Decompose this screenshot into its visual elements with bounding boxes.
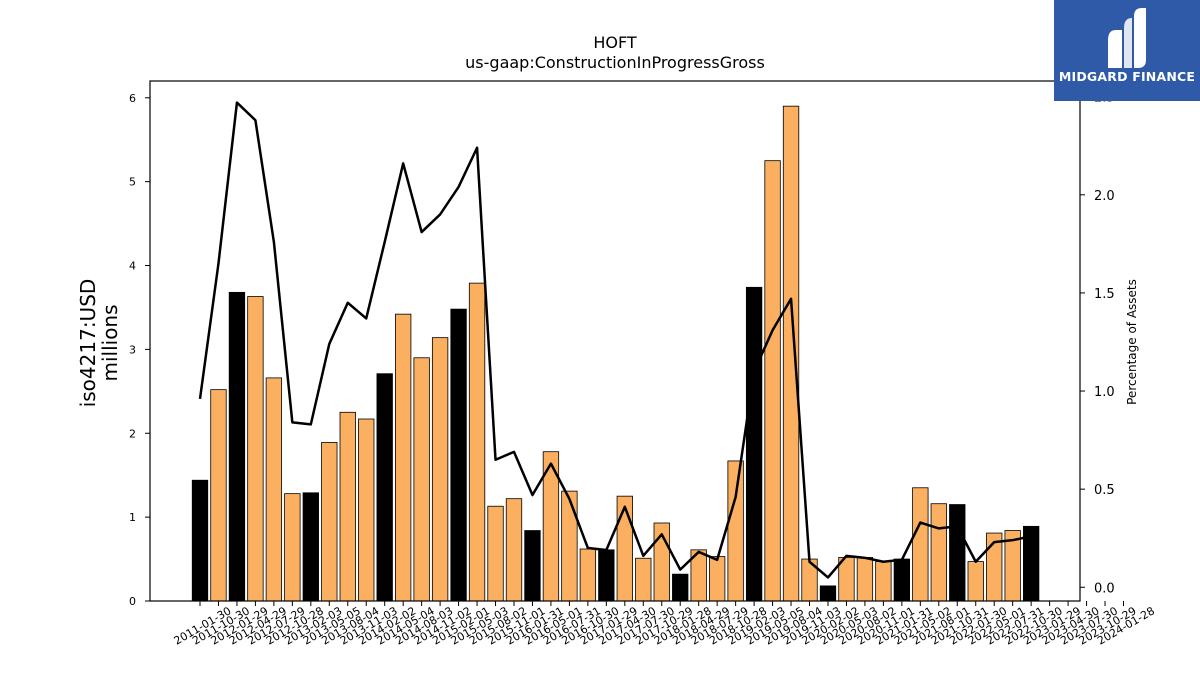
bar (709, 556, 726, 602)
pct-line-series (198, 101, 1032, 579)
chart-title: HOFT (593, 33, 637, 52)
bar (505, 498, 523, 602)
bar (616, 495, 633, 602)
y2-tick-label: 0.0 (1094, 581, 1115, 596)
y2-tick-label: 0.5 (1094, 483, 1115, 498)
y-axis-label-line: millions (98, 304, 122, 381)
x-axis: 2011-01-302011-10-302012-01-292012-04-29… (172, 601, 1157, 648)
bar (912, 487, 929, 602)
bar (635, 557, 652, 602)
bar (431, 337, 449, 602)
bar (358, 418, 375, 602)
bar (487, 505, 504, 602)
y-axis-right: 0.00.51.01.52.02.5 (1080, 91, 1115, 596)
y-tick-label: 5 (129, 176, 136, 189)
logo-mark-icon (1108, 8, 1146, 68)
bar (450, 308, 467, 602)
y2-tick-label: 1.5 (1094, 287, 1115, 302)
plot-frame (149, 80, 1081, 602)
bar (819, 585, 837, 602)
y-axis-label: iso4217:USDmillions (76, 279, 122, 408)
bar (395, 313, 412, 602)
bar (893, 558, 911, 602)
bar (265, 377, 283, 602)
bar (413, 357, 430, 602)
bar (376, 373, 393, 602)
bar (579, 548, 597, 602)
bar (745, 286, 763, 602)
brand-logo: MIDGARD FINANCE (1054, 0, 1200, 101)
bar (930, 503, 947, 602)
y-axis-left: 0 1 2 3 4 5 6 (129, 92, 150, 608)
bar (321, 442, 338, 602)
bar (302, 492, 319, 602)
bar (949, 504, 966, 602)
y2-tick-label: 1.0 (1094, 385, 1115, 400)
bar (967, 561, 984, 602)
y2-axis-label: Percentage of Assets (1125, 279, 1139, 405)
bar (339, 411, 356, 602)
y2-tick-label: 2.0 (1094, 189, 1115, 204)
bar (468, 282, 486, 602)
bar (561, 490, 578, 602)
bar (727, 460, 744, 602)
y-axis-label-line: iso4217:USD (76, 279, 100, 408)
y-tick-label: 3 (129, 343, 136, 356)
brand-name: MIDGARD FINANCE (1058, 69, 1196, 84)
bar (672, 573, 689, 602)
y-tick-label: 6 (129, 92, 136, 105)
bar (228, 291, 246, 602)
bar (598, 549, 615, 602)
bar (191, 479, 209, 602)
y-tick-label: 0 (129, 595, 136, 608)
bar (284, 493, 301, 602)
bar (247, 296, 264, 602)
y-tick-label: 4 (129, 260, 136, 273)
chart-subtitle: us-gaap:ConstructionInProgressGross (465, 53, 765, 72)
bar (764, 160, 781, 602)
y-tick-label: 2 (129, 427, 136, 440)
y-tick-label: 1 (129, 511, 136, 524)
pct-line (198, 101, 1032, 579)
bar (210, 389, 227, 602)
bar (875, 561, 892, 602)
bar (782, 105, 800, 602)
bar (524, 530, 541, 602)
bar (856, 556, 874, 602)
